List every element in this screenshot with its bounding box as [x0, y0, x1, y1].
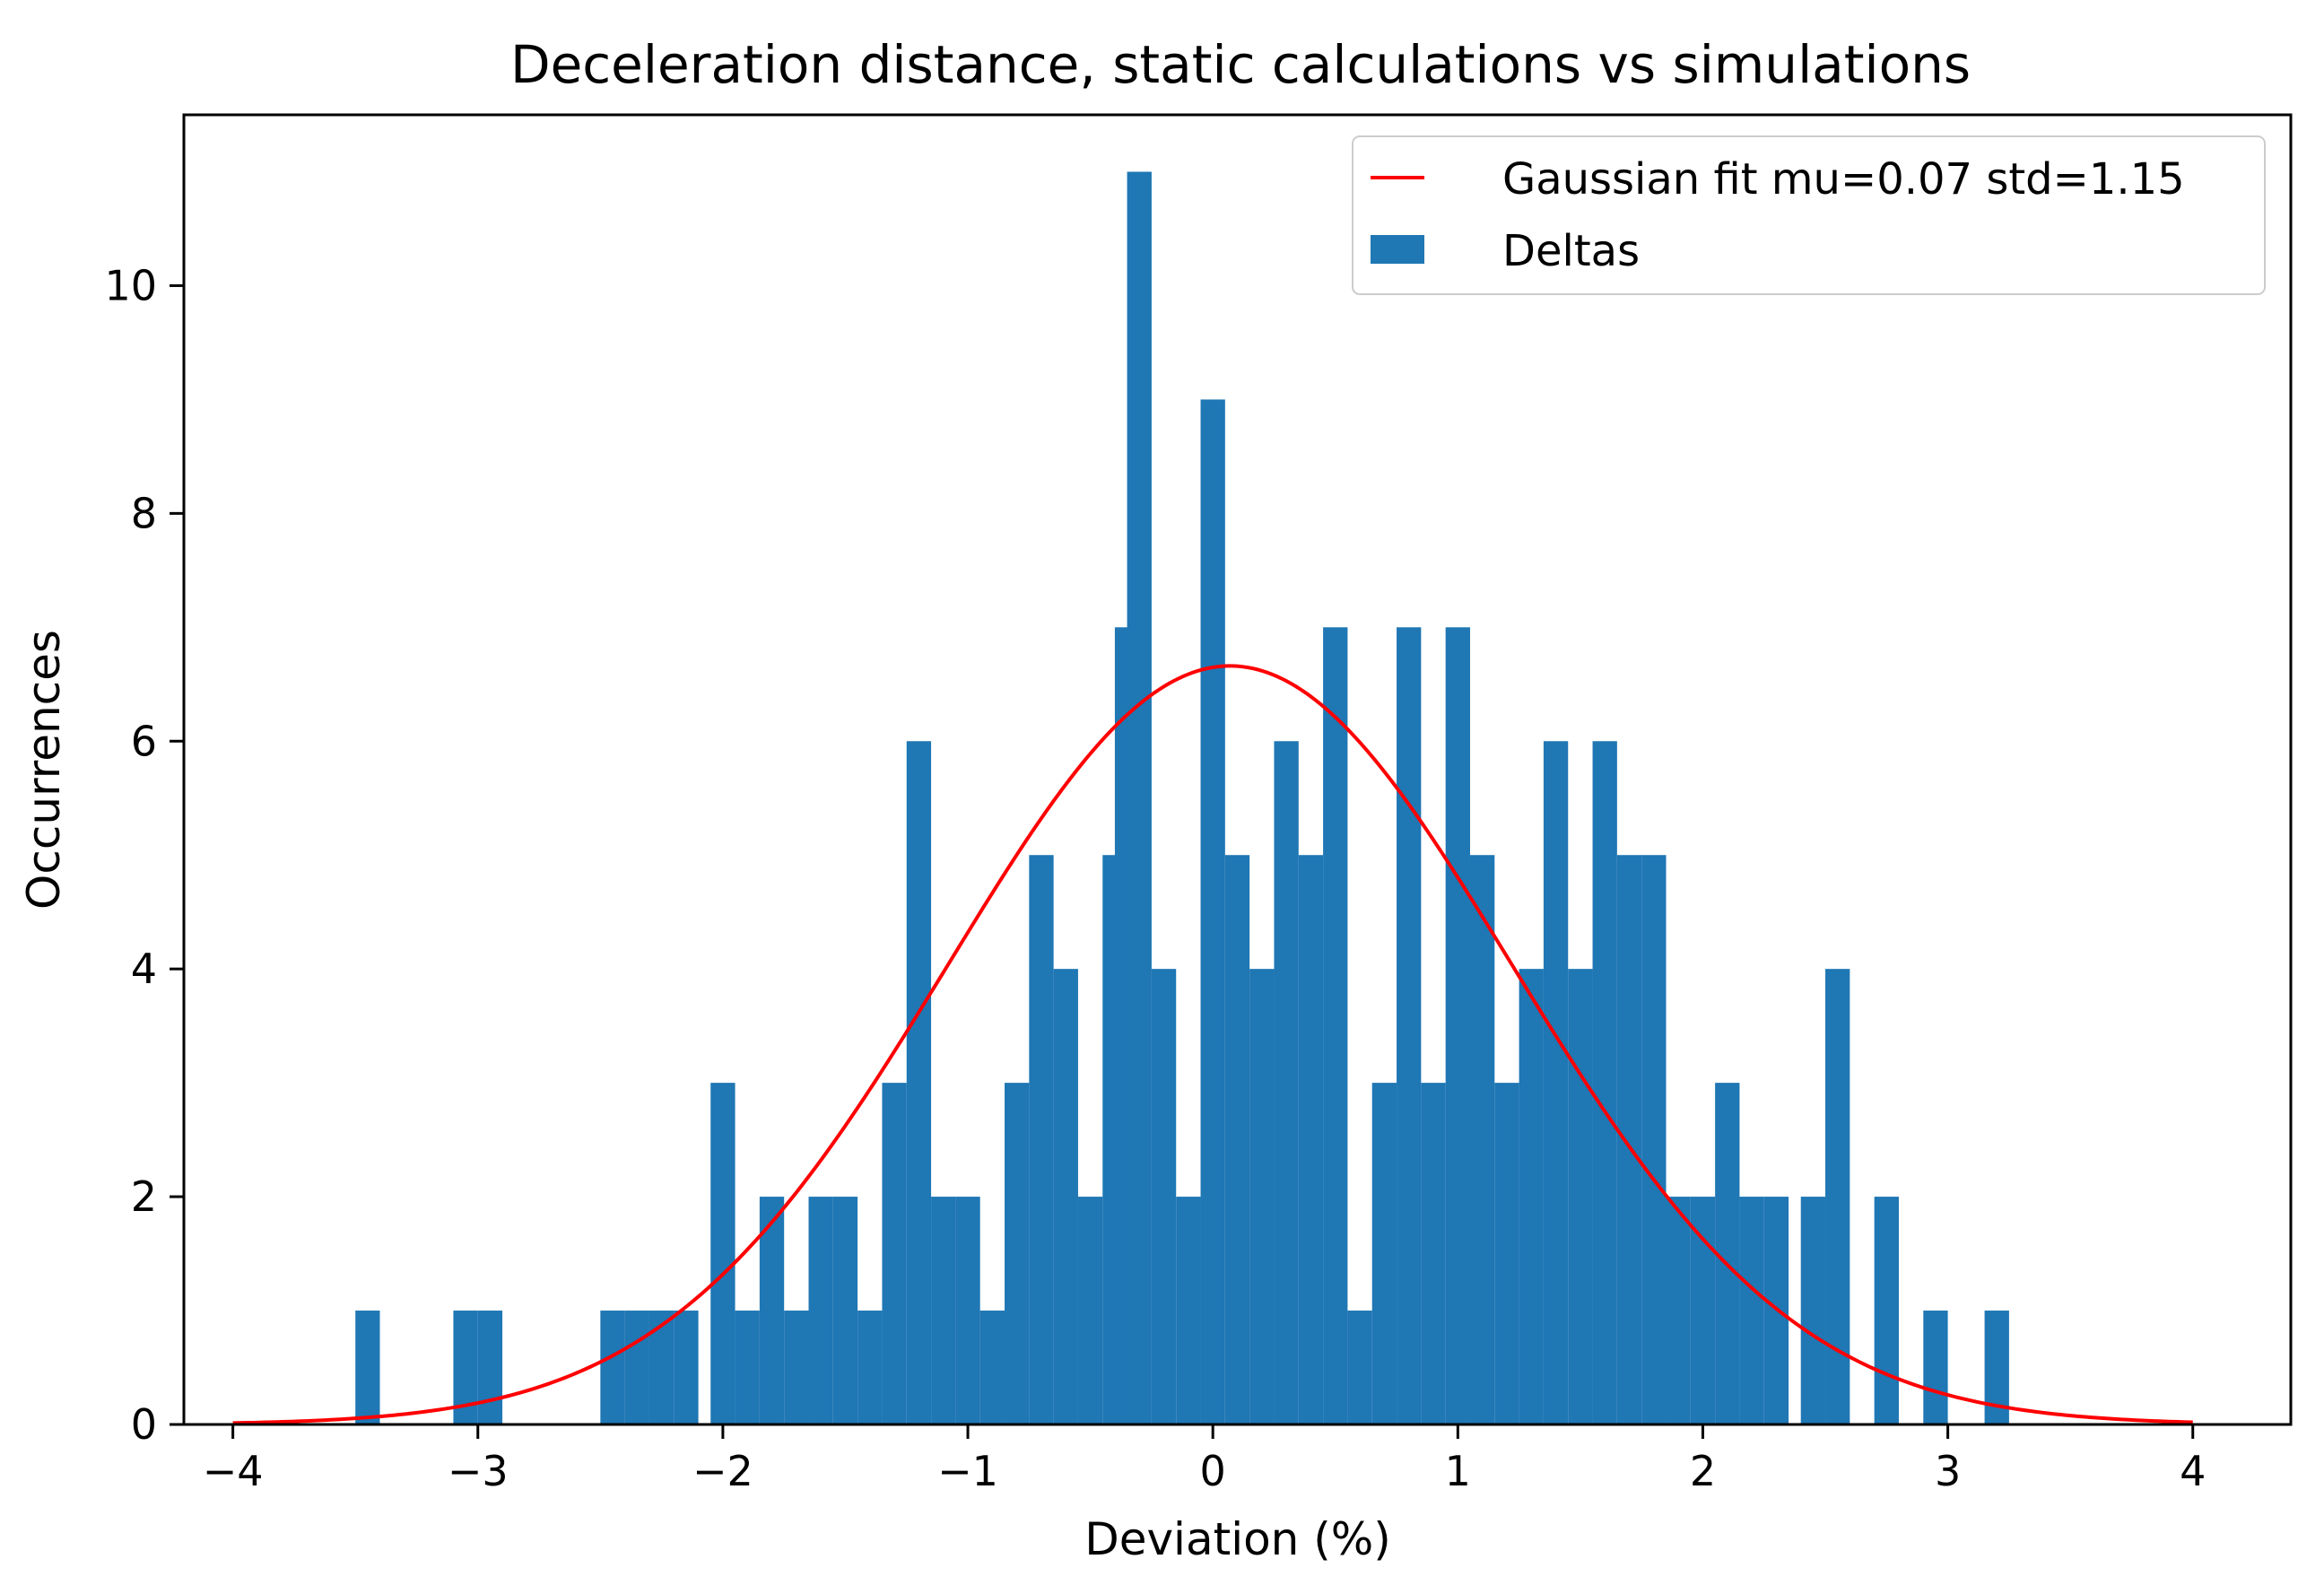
histogram-bar — [1543, 741, 1569, 1424]
histogram-bar — [1739, 1197, 1764, 1424]
gaussian-fit-line — [232, 664, 2193, 1425]
histogram-bar — [1519, 969, 1544, 1424]
histogram-bar — [1176, 1197, 1201, 1424]
histogram-bar — [477, 1311, 503, 1424]
y-axis-label: Occurrences — [18, 630, 70, 910]
histogram-bar — [710, 1083, 735, 1424]
x-tick-label: 4 — [2180, 1447, 2206, 1495]
histogram-bar — [1274, 741, 1299, 1424]
legend-box — [1352, 135, 2266, 295]
histogram-bar — [857, 1311, 883, 1424]
histogram-bar — [1371, 1083, 1397, 1424]
x-tick-label: −3 — [448, 1447, 509, 1495]
y-tick-label: 0 — [131, 1400, 157, 1449]
x-tick-label: 1 — [1445, 1447, 1471, 1495]
x-tick-label: 2 — [1690, 1447, 1716, 1495]
legend-label-deltas: Deltas — [1502, 226, 1640, 276]
histogram-bar — [1005, 1083, 1030, 1424]
x-axis-label: Deviation (%) — [1084, 1513, 1391, 1565]
histogram-bar — [1200, 399, 1225, 1424]
x-tick-label: −4 — [203, 1447, 264, 1495]
histogram-bar — [1127, 171, 1152, 1425]
chart-title: Deceleration distance, static calculatio… — [510, 34, 1971, 95]
histogram-bar — [1249, 969, 1275, 1424]
histogram-bar — [1690, 1197, 1716, 1424]
histogram-bar — [759, 1197, 785, 1424]
histogram-bar — [1800, 1197, 1826, 1424]
y-tick-label: 10 — [104, 261, 157, 309]
plot-frame — [182, 113, 2293, 1426]
histogram-bar — [648, 1311, 675, 1424]
histogram-bar — [1397, 627, 1422, 1424]
histogram-bar — [1616, 855, 1642, 1424]
histogram-bar — [1077, 1197, 1103, 1424]
histogram-bar — [1445, 627, 1470, 1424]
histogram-bar — [906, 741, 932, 1424]
histogram-bar — [808, 1197, 833, 1424]
legend-label-gaussian-fit: Gaussian fit mu=0.07 std=1.15 — [1502, 154, 2185, 205]
histogram-bar — [1224, 855, 1250, 1424]
histogram-bar — [931, 1197, 956, 1424]
histogram-bar — [955, 1197, 980, 1424]
histogram-bar — [1874, 1197, 1899, 1424]
y-tick-label: 8 — [131, 489, 157, 537]
y-tick-label: 2 — [131, 1172, 157, 1221]
histogram-bar — [1469, 855, 1495, 1424]
histogram-bar — [1494, 1083, 1519, 1424]
histogram-bar — [1347, 1311, 1372, 1424]
histogram-bar — [674, 1311, 699, 1424]
histogram-bar — [1298, 855, 1324, 1424]
histogram-bar — [1592, 741, 1617, 1424]
histogram-bar — [1715, 1083, 1740, 1424]
histogram-bar — [1641, 855, 1667, 1424]
legend: Gaussian fit mu=0.07 std=1.15 Deltas — [1352, 135, 2266, 295]
histogram-bar — [1666, 1197, 1691, 1424]
histogram-bar — [600, 1311, 625, 1424]
histogram-bar — [1151, 969, 1177, 1424]
x-tick-label: 3 — [1935, 1447, 1961, 1495]
histogram-bar — [882, 1083, 907, 1424]
histogram-bar — [979, 1311, 1005, 1424]
x-tick-label: −1 — [937, 1447, 998, 1495]
x-axis-ticks: −4 −3 −2 −1 0 1 2 3 4 — [203, 1424, 2206, 1495]
histogram-bar — [624, 1311, 649, 1424]
legend-bar-swatch — [1371, 235, 1424, 264]
histogram-bars — [355, 171, 2009, 1425]
histogram-bar — [1421, 1083, 1446, 1424]
histogram-bar — [355, 1311, 380, 1424]
histogram-bar — [784, 1311, 809, 1424]
y-tick-label: 6 — [131, 717, 157, 765]
y-tick-label: 4 — [131, 945, 157, 993]
histogram-bar — [832, 1197, 858, 1424]
histogram-bar — [1029, 855, 1054, 1424]
histogram-bar — [1323, 627, 1348, 1424]
x-tick-label: −2 — [692, 1447, 753, 1495]
y-axis-ticks: 0 2 4 6 8 10 — [104, 261, 184, 1449]
histogram-bar — [1053, 969, 1078, 1424]
x-tick-label: 0 — [1200, 1447, 1226, 1495]
histogram-bar — [1568, 969, 1593, 1424]
histogram-bar — [1923, 1311, 1948, 1424]
histogram-bar — [735, 1311, 760, 1424]
